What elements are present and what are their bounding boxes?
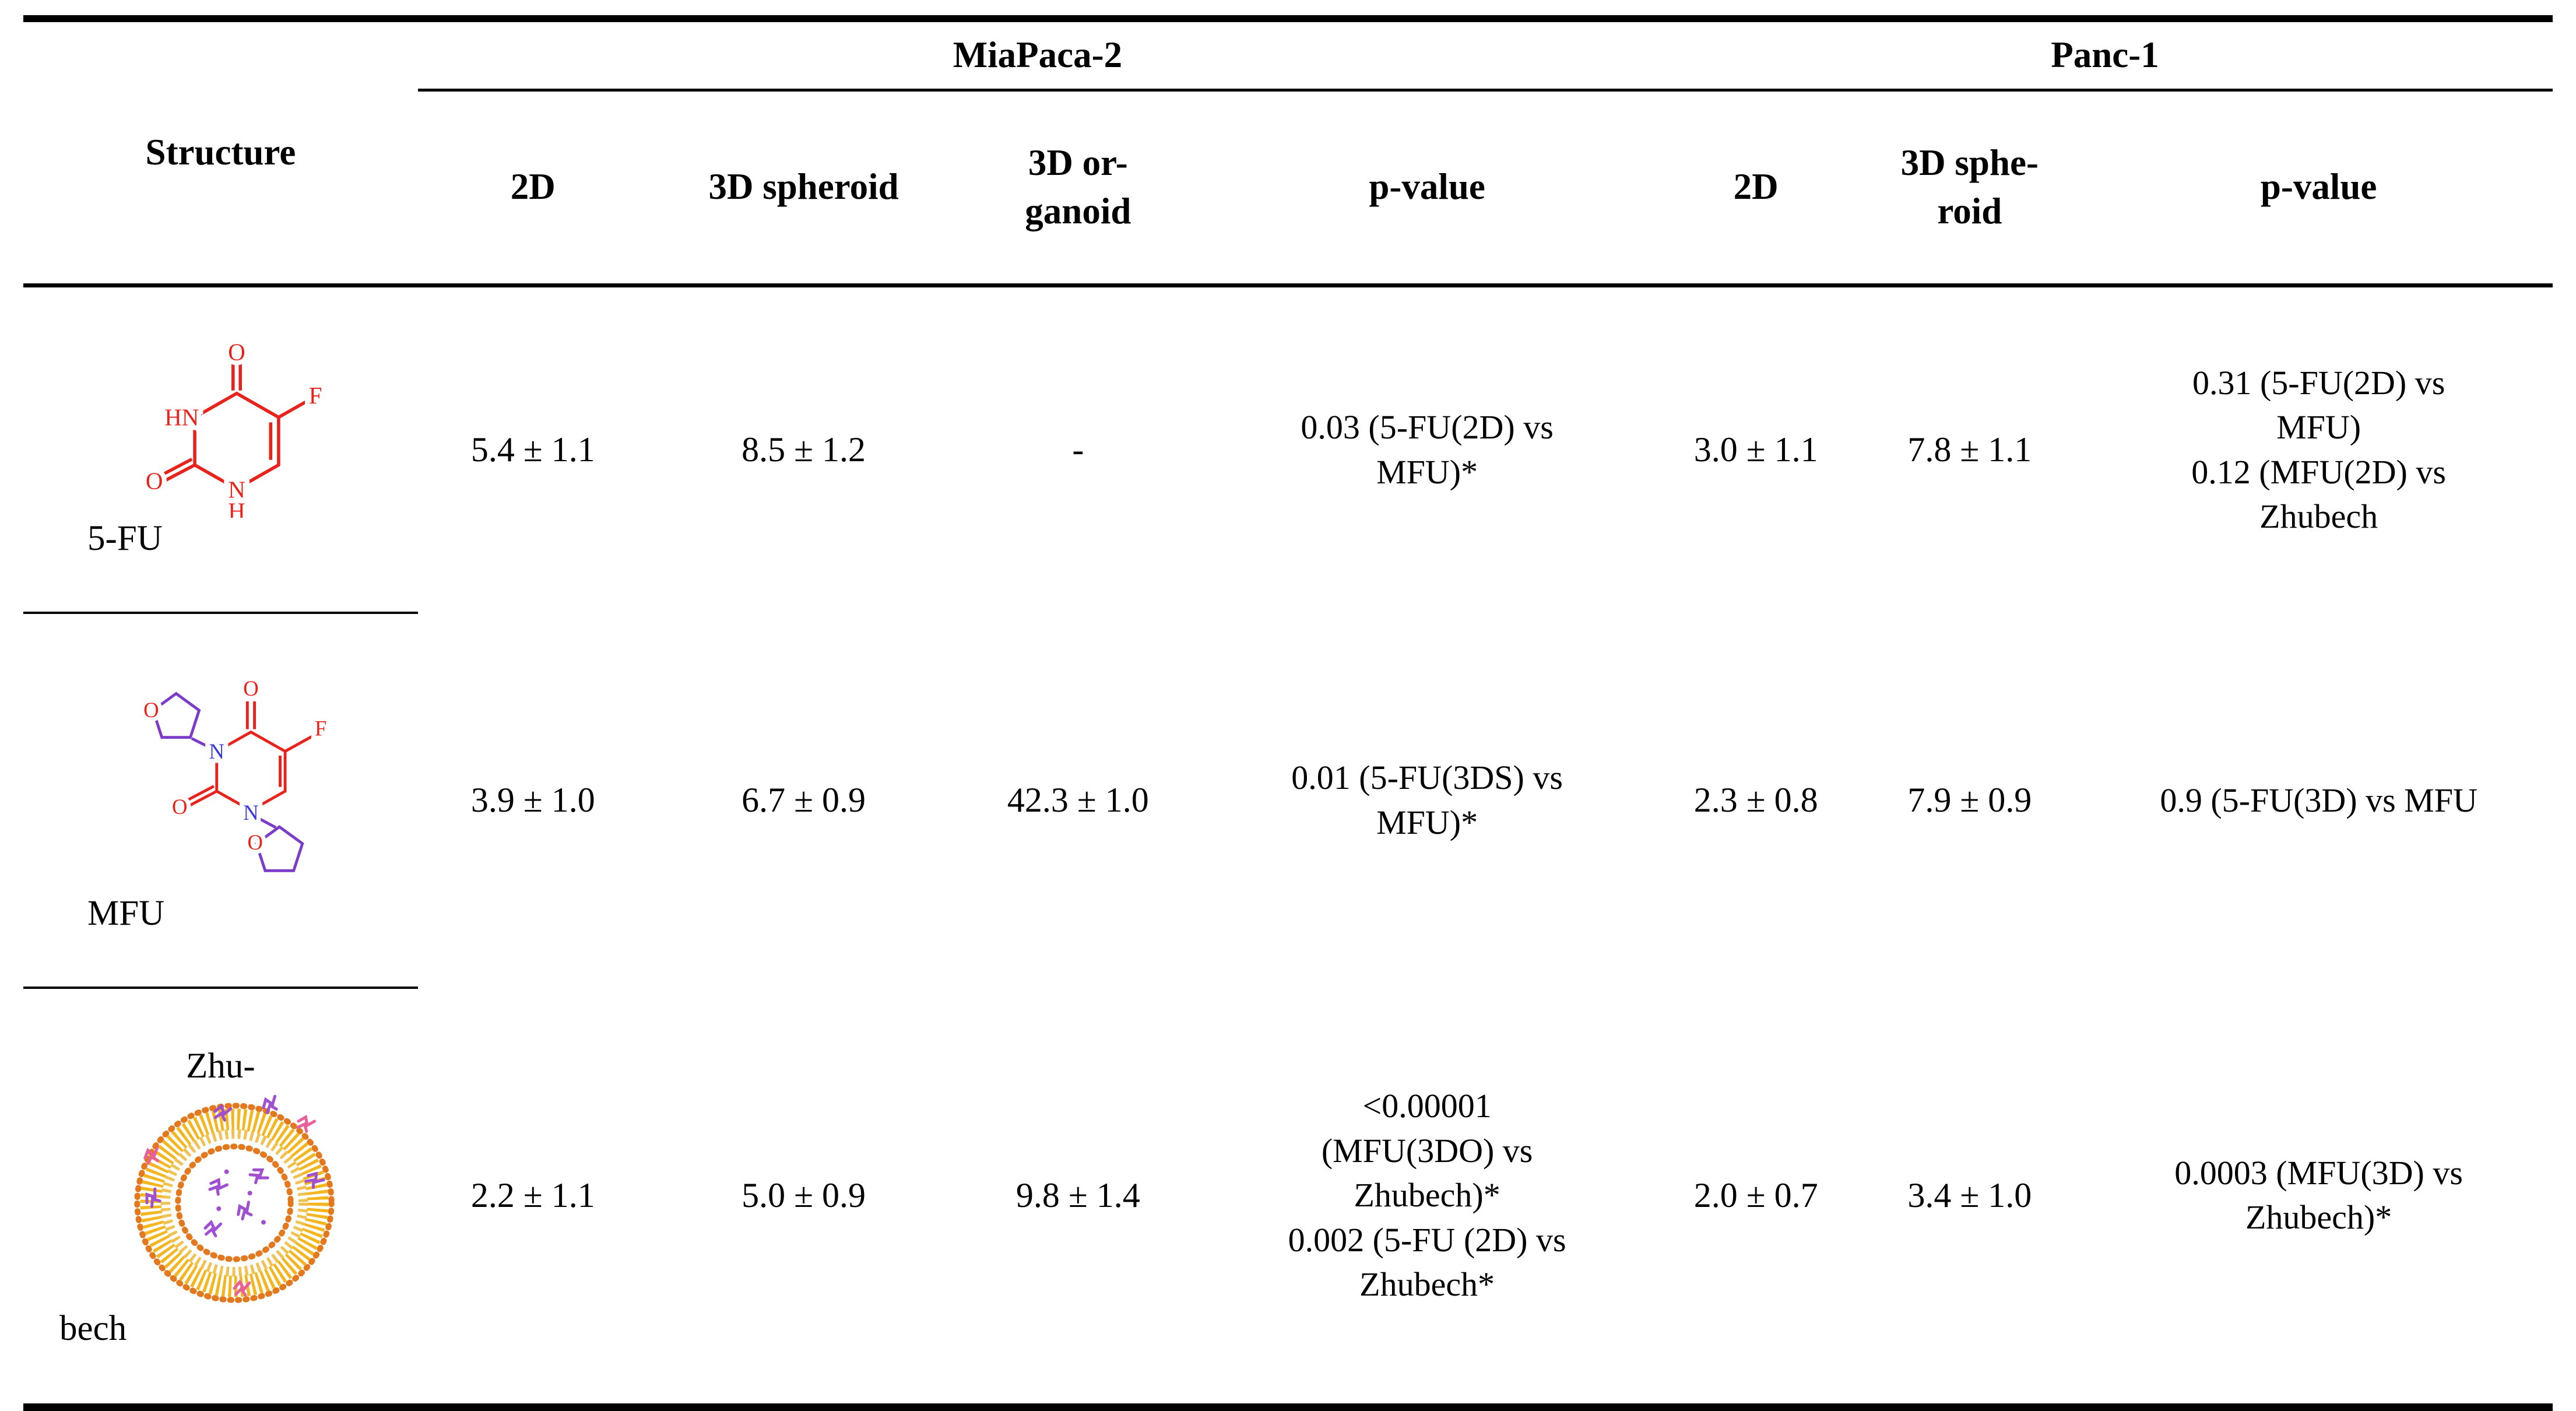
cell-mfu-mia-spheroid: 6.7 ± 0.9 [741, 781, 866, 820]
cell-zhubech-mia-organoid: 9.8 ± 1.4 [1015, 1175, 1140, 1215]
structure-mfu-image: O F O N N O O [139, 672, 331, 872]
cell-zhubech-mia-spheroid: 5.0 ± 0.9 [741, 1175, 866, 1215]
column-header-panc-3d-spheroid: 3D sphe- roid [1854, 90, 2085, 287]
cell-5fu-mia-organoid: - [1072, 430, 1084, 469]
cell-mfu-panc-pvalue: 0.9 (5-FU(3D) vs MFU [2160, 781, 2477, 819]
cell-zhubech-panc-pvalue: 0.0003 (MFU(3D) vs Zhubech)* [2174, 1153, 2463, 1237]
svg-text:H: H [228, 498, 245, 518]
svg-text:O: O [228, 339, 245, 365]
column-header-panc-pvalue: p-value [2085, 90, 2553, 287]
cell-mfu-mia-pvalue: 0.01 (5-FU(3DS) vs MFU)* [1291, 759, 1563, 841]
svg-text:F: F [315, 716, 326, 740]
structure-label-zhubech-top: Zhu- [186, 1047, 255, 1086]
column-header-mia-2d: 2D [417, 90, 648, 287]
column-header-mia-3d-spheroid: 3D spheroid [648, 90, 960, 287]
structure-label-5fu: 5-FU [87, 518, 163, 558]
cell-5fu-mia-2d: 5.4 ± 1.1 [470, 430, 595, 469]
svg-text:N: N [243, 800, 258, 824]
structure-cell-zhubech: Zhu- [23, 988, 418, 1407]
cell-zhubech-panc-spheroid: 3.4 ± 1.0 [1907, 1175, 2032, 1215]
cell-5fu-mia-pvalue: 0.03 (5-FU(2D) vs MFU)* [1301, 408, 1554, 491]
cell-mfu-panc-2d: 2.3 ± 0.8 [1693, 781, 1818, 820]
svg-text:O: O [143, 697, 159, 721]
svg-text:O: O [243, 676, 258, 700]
cell-zhubech-mia-2d: 2.2 ± 1.1 [470, 1175, 595, 1215]
column-header-mia-pvalue: p-value [1197, 90, 1657, 287]
group-header-miapaca2: MiaPaca-2 [417, 19, 1657, 92]
svg-text:F: F [309, 382, 322, 409]
svg-text:O: O [247, 830, 262, 854]
svg-text:O: O [172, 795, 187, 819]
svg-text:N: N [209, 739, 224, 763]
table-row-zhubech: Zhu- [23, 988, 2553, 1407]
structure-label-zhubech-bottom: bech [59, 1308, 127, 1348]
cell-5fu-panc-spheroid: 7.8 ± 1.1 [1907, 430, 2032, 469]
column-header-mia-3d-organoid: 3D or- ganoid [959, 90, 1197, 287]
structure-label-mfu: MFU [87, 893, 165, 933]
table-row-mfu: O F O N N O O MFU 3.9 ± 1.0 [23, 613, 2553, 989]
column-header-structure: Structure [23, 19, 418, 287]
cell-zhubech-panc-2d: 2.0 ± 0.7 [1693, 1175, 1818, 1215]
cell-5fu-mia-spheroid: 8.5 ± 1.2 [741, 430, 866, 469]
cell-zhubech-mia-pvalue: <0.00001 (MFU(3DO) vs Zhubech)* 0.002 (5… [1288, 1087, 1566, 1304]
structure-cell-5fu: O F HN O N H 5-FU [23, 285, 418, 615]
svg-text:O: O [146, 468, 163, 494]
column-header-panc-2d: 2D [1657, 90, 1855, 287]
cell-5fu-panc-pvalue: 0.31 (5-FU(2D) vs MFU) 0.12 (MFU(2D) vs … [2191, 363, 2446, 536]
svg-text:HN: HN [164, 404, 199, 430]
structure-zhubech-liposome-image [134, 1086, 335, 1304]
cell-5fu-panc-2d: 3.0 ± 1.1 [1693, 430, 1818, 469]
table-row-5fu: O F HN O N H 5-FU 5.4 ± 1.1 8.5 ± 1.2 [23, 285, 2553, 615]
group-header-panc1: Panc-1 [1657, 19, 2553, 92]
results-table: Structure MiaPaca-2 Panc-1 2D 3D spheroi… [23, 15, 2553, 1411]
structure-5fu-image: O F HN O N H [141, 337, 327, 518]
structure-cell-mfu: O F O N N O O MFU [23, 613, 418, 989]
cell-mfu-mia-2d: 3.9 ± 1.0 [470, 781, 595, 820]
cell-mfu-panc-spheroid: 7.9 ± 0.9 [1907, 781, 2032, 820]
cell-mfu-mia-organoid: 42.3 ± 1.0 [1007, 781, 1149, 820]
